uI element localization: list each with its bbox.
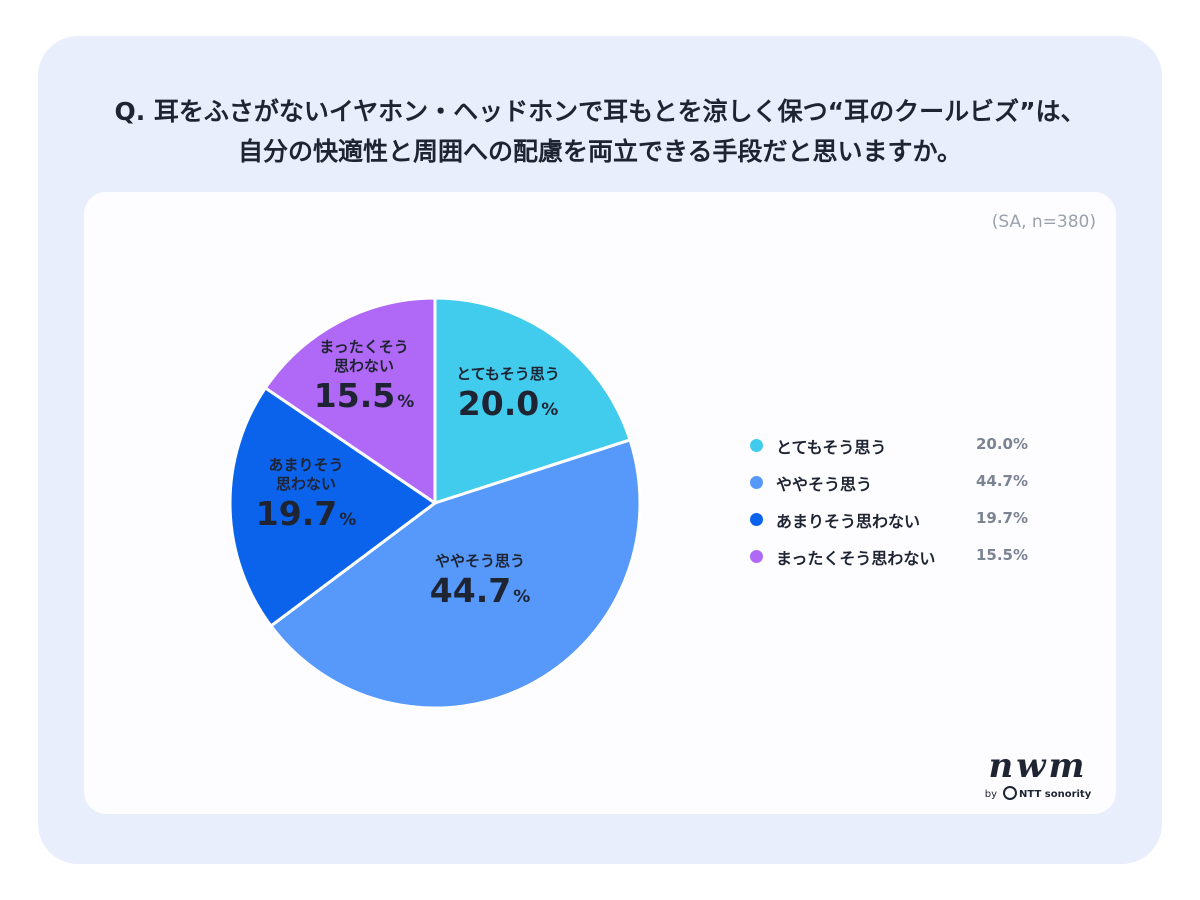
legend-swatch-mattaku <box>750 550 763 563</box>
pie-value-totemo: 20.0% <box>458 384 558 423</box>
legend-label-amari: あまりそう思わない <box>776 512 921 531</box>
legend-label-mattaku: まったくそう思わない <box>776 549 936 568</box>
legend-item-mattaku: まったくそう思わない 15.5% <box>746 543 1036 580</box>
sample-note: (SA, n=380) <box>991 212 1096 232</box>
ntt-ring-icon <box>1003 786 1018 800</box>
pie-value-amari: 19.7% <box>256 494 356 533</box>
pie-value-mattaku: 15.5% <box>314 376 414 415</box>
legend-item-yaya: ややそう思う 44.7% <box>746 469 1036 506</box>
legend-value-amari: 19.7% <box>975 509 1028 527</box>
pie-label-mattaku-line-1: まったくそう <box>319 338 408 356</box>
legend-value-totemo: 20.0% <box>975 435 1028 453</box>
pie-slice-totemo <box>433 296 632 505</box>
legend-swatch-amari <box>750 513 763 526</box>
question-title: Q. 耳をふさがないイヤホン・ヘッドホンで耳もとを涼しく保つ“耳のクールビズ”は… <box>0 92 1200 172</box>
legend-value-mattaku: 15.5% <box>975 546 1028 564</box>
legend: とてもそう思う 20.0% ややそう思う 44.7% あまりそう思わない 19.7% まった… <box>746 432 1036 580</box>
legend-label-yaya: ややそう思う <box>776 475 873 494</box>
question-title-line-1: Q. 耳をふさがないイヤホン・ヘッドホンで耳もとを涼しく保つ“耳のクールビズ”は… <box>114 97 1086 126</box>
nwm-logo: nwm by NTT sonority <box>976 748 1100 800</box>
pie-label-yaya-line-1: ややそう思う <box>435 552 525 570</box>
pie-slice-amari <box>228 386 437 628</box>
pie-label-amari-line-1: あまりそう <box>268 456 343 474</box>
legend-value-yaya: 44.7% <box>975 472 1028 490</box>
logo-wordmark: nwm <box>988 746 1088 786</box>
legend-item-totemo: とてもそう思う 20.0% <box>746 432 1036 469</box>
question-title-line-2: 自分の快適性と周囲への配慮を両立できる手段だと思いますか。 <box>237 137 962 166</box>
pie-label-amari-line-2: 思わない <box>276 475 336 493</box>
logo-brand: NTT sonority <box>1019 789 1092 800</box>
legend-swatch-yaya <box>750 476 763 489</box>
pie-label-mattaku-line-2: 思わない <box>334 357 394 375</box>
legend-item-amari: あまりそう思わない 19.7% <box>746 506 1036 543</box>
pie-slice-yaya <box>269 438 642 710</box>
logo-subline: by NTT sonority <box>976 786 1100 800</box>
legend-label-totemo: とてもそう思う <box>776 438 887 457</box>
legend-swatch-totemo <box>750 439 763 452</box>
logo-by: by <box>984 789 998 800</box>
pie-label-totemo-line-1: とてもそう思う <box>456 365 560 383</box>
pie-slice-mattaku <box>263 296 437 505</box>
pie-value-yaya: 44.7% <box>430 571 530 610</box>
